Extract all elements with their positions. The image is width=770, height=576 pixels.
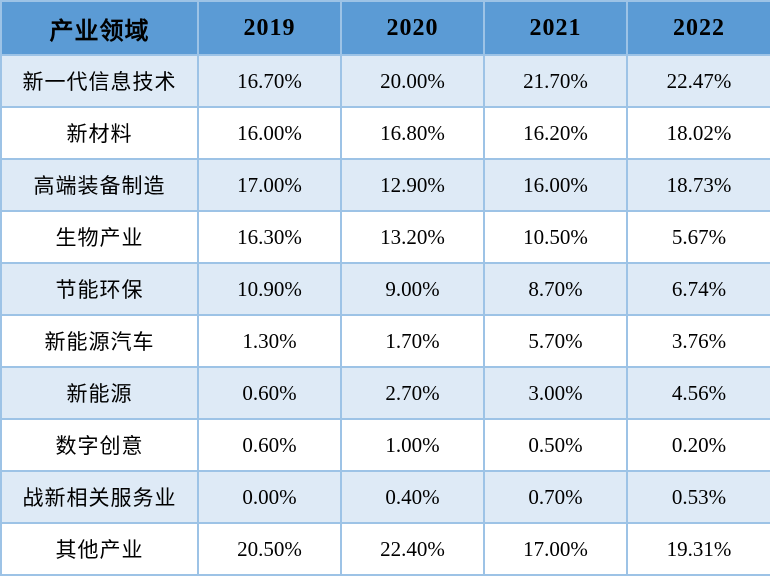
table-row: 其他产业 20.50% 22.40% 17.00% 19.31% [0, 522, 770, 576]
table-row: 新能源汽车 1.30% 1.70% 5.70% 3.76% [0, 314, 770, 368]
value-cell: 12.90% [340, 158, 485, 212]
value-cell: 17.00% [483, 522, 628, 576]
table-row: 新一代信息技术 16.70% 20.00% 21.70% 22.47% [0, 54, 770, 108]
row-label-cell: 其他产业 [0, 522, 199, 576]
value-cell: 0.70% [483, 470, 628, 524]
header-cell-2020: 2020 [340, 0, 485, 56]
value-cell: 5.70% [483, 314, 628, 368]
table-row: 新能源 0.60% 2.70% 3.00% 4.56% [0, 366, 770, 420]
value-cell: 16.20% [483, 106, 628, 160]
row-label-cell: 生物产业 [0, 210, 199, 264]
value-cell: 1.30% [197, 314, 342, 368]
row-label-cell: 数字创意 [0, 418, 199, 472]
row-label-cell: 新能源 [0, 366, 199, 420]
value-cell: 16.70% [197, 54, 342, 108]
table-row: 战新相关服务业 0.00% 0.40% 0.70% 0.53% [0, 470, 770, 524]
row-label-cell: 新一代信息技术 [0, 54, 199, 108]
value-cell: 10.50% [483, 210, 628, 264]
header-cell-2019: 2019 [197, 0, 342, 56]
header-cell-2022: 2022 [626, 0, 770, 56]
value-cell: 8.70% [483, 262, 628, 316]
value-cell: 22.47% [626, 54, 770, 108]
value-cell: 0.00% [197, 470, 342, 524]
row-label-cell: 高端装备制造 [0, 158, 199, 212]
value-cell: 0.60% [197, 366, 342, 420]
value-cell: 9.00% [340, 262, 485, 316]
value-cell: 0.53% [626, 470, 770, 524]
header-cell-industry: 产业领域 [0, 0, 199, 56]
value-cell: 0.40% [340, 470, 485, 524]
value-cell: 18.73% [626, 158, 770, 212]
value-cell: 4.56% [626, 366, 770, 420]
table-row: 新材料 16.00% 16.80% 16.20% 18.02% [0, 106, 770, 160]
value-cell: 2.70% [340, 366, 485, 420]
value-cell: 16.00% [483, 158, 628, 212]
value-cell: 0.20% [626, 418, 770, 472]
table-row: 生物产业 16.30% 13.20% 10.50% 5.67% [0, 210, 770, 264]
value-cell: 5.67% [626, 210, 770, 264]
table-row: 高端装备制造 17.00% 12.90% 16.00% 18.73% [0, 158, 770, 212]
row-label-cell: 新能源汽车 [0, 314, 199, 368]
value-cell: 22.40% [340, 522, 485, 576]
row-label-cell: 新材料 [0, 106, 199, 160]
header-cell-2021: 2021 [483, 0, 628, 56]
value-cell: 13.20% [340, 210, 485, 264]
value-cell: 17.00% [197, 158, 342, 212]
row-label-cell: 节能环保 [0, 262, 199, 316]
value-cell: 16.30% [197, 210, 342, 264]
value-cell: 19.31% [626, 522, 770, 576]
value-cell: 0.60% [197, 418, 342, 472]
value-cell: 1.00% [340, 418, 485, 472]
value-cell: 20.50% [197, 522, 342, 576]
value-cell: 20.00% [340, 54, 485, 108]
value-cell: 10.90% [197, 262, 342, 316]
table-row: 节能环保 10.90% 9.00% 8.70% 6.74% [0, 262, 770, 316]
value-cell: 16.80% [340, 106, 485, 160]
value-cell: 18.02% [626, 106, 770, 160]
header-row: 产业领域 2019 2020 2021 2022 [0, 0, 770, 56]
value-cell: 21.70% [483, 54, 628, 108]
value-cell: 6.74% [626, 262, 770, 316]
value-cell: 0.50% [483, 418, 628, 472]
row-label-cell: 战新相关服务业 [0, 470, 199, 524]
table-row: 数字创意 0.60% 1.00% 0.50% 0.20% [0, 418, 770, 472]
value-cell: 16.00% [197, 106, 342, 160]
value-cell: 3.76% [626, 314, 770, 368]
value-cell: 3.00% [483, 366, 628, 420]
value-cell: 1.70% [340, 314, 485, 368]
